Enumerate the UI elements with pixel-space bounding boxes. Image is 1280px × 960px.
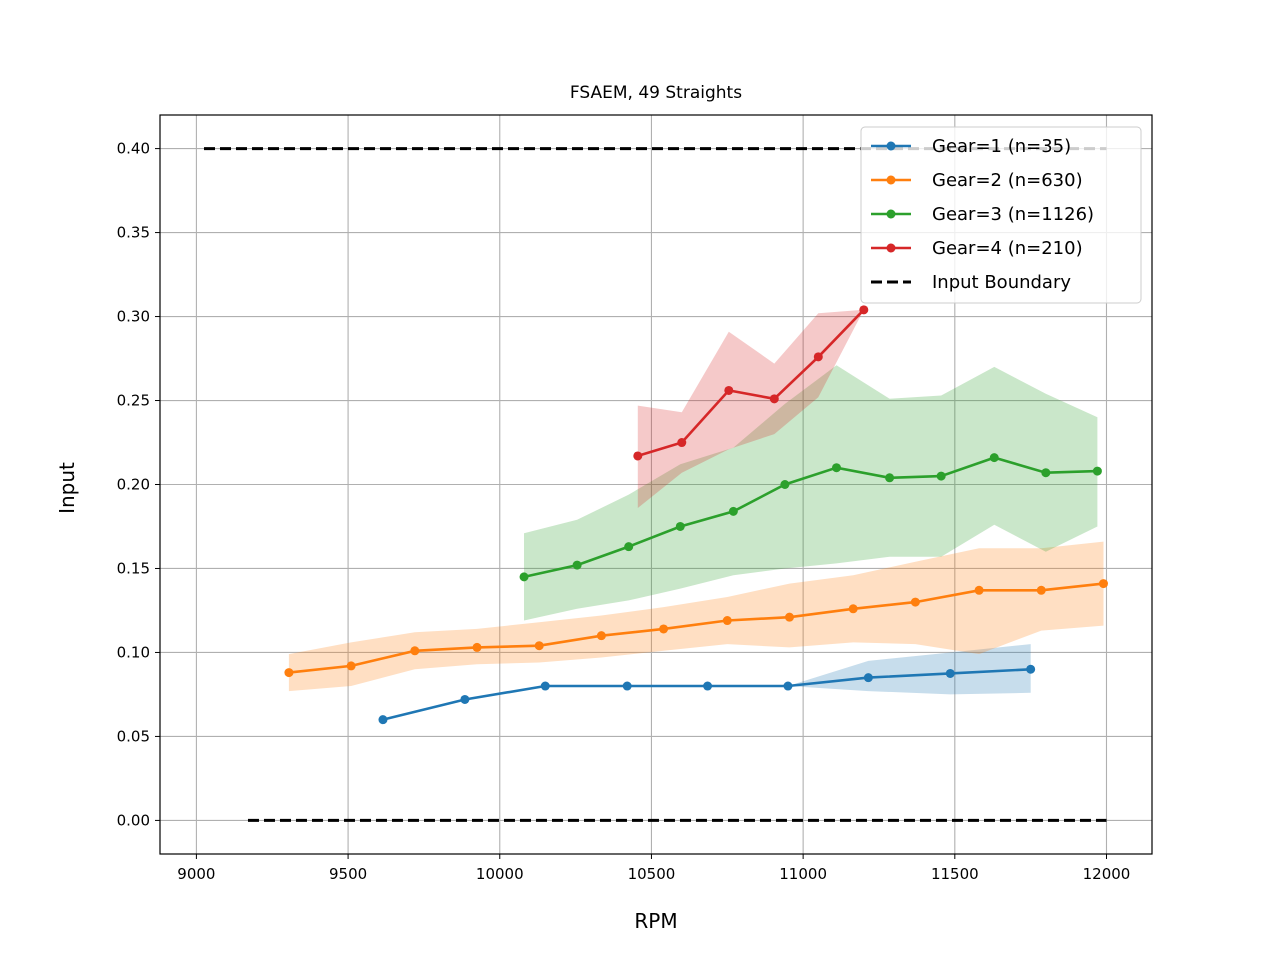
series-2-point	[534, 641, 544, 651]
series-4-point	[769, 394, 779, 404]
y-tick-label: 0.15	[117, 559, 150, 577]
y-axis-title: Input	[55, 462, 79, 514]
legend-box	[860, 126, 1142, 304]
series-2-point	[848, 604, 858, 614]
series-2-point	[410, 646, 420, 656]
series-3-point	[1092, 466, 1102, 476]
x-tick-label: 11500	[931, 865, 979, 883]
legend: Gear=1 (n=35) Gear=2 (n=630) Gear=3 (n=112…	[860, 126, 1142, 304]
x-tick-label: 10500	[628, 865, 676, 883]
legend-label: Gear=3 (n=1126)	[932, 204, 1094, 225]
series-4-point	[677, 438, 687, 448]
legend-label: Gear=1 (n=35)	[932, 136, 1071, 157]
series-2-point	[346, 661, 356, 671]
y-tick-label: 0.05	[117, 727, 150, 745]
y-tick-label: 0.25	[117, 392, 150, 410]
series-3-point	[780, 480, 790, 489]
x-tick-label: 9500	[329, 865, 367, 883]
series-2-band	[288, 541, 1104, 692]
series-3-point	[885, 473, 895, 483]
series-1-point	[622, 681, 632, 691]
y-tick-label: 0.40	[117, 140, 150, 158]
series-3-point	[624, 542, 634, 552]
series-2-point	[910, 597, 920, 607]
series-1-point	[540, 681, 550, 691]
series-1-point	[1026, 664, 1036, 674]
x-tick-label: 12000	[1083, 865, 1131, 883]
series-3-band	[524, 365, 1098, 621]
series-3-point	[675, 521, 685, 531]
series-3-point	[519, 572, 529, 582]
series-4-point	[813, 352, 823, 362]
series-2-point	[1098, 579, 1108, 589]
series-4-band	[637, 309, 864, 508]
series-2-point	[659, 624, 669, 634]
series-3-point	[1041, 468, 1051, 478]
series-4-point	[633, 451, 643, 461]
series-4-point	[724, 385, 734, 395]
chart-title: FSAEM, 49 Straights	[570, 83, 742, 103]
y-tick-label: 0.00	[117, 811, 150, 829]
legend-label: Input Boundary	[932, 272, 1071, 293]
x-axis-title: RPM	[634, 909, 677, 933]
series-3-point	[728, 506, 738, 516]
axis-ticks: 9000 9500 10000 10500 11000 11500 12000 0.00 0.0…	[117, 140, 1131, 883]
series-2-point	[1036, 585, 1046, 595]
y-tick-label: 0.10	[117, 643, 150, 661]
series-1-point	[378, 715, 388, 725]
series-2-point	[974, 585, 984, 595]
series-2-point	[472, 642, 482, 652]
series-1-point	[460, 694, 470, 704]
series-4-point	[859, 305, 869, 315]
y-tick-label: 0.30	[117, 308, 150, 326]
x-tick-label: 11000	[779, 865, 827, 883]
y-tick-label: 0.35	[117, 224, 150, 242]
series-2-point	[784, 612, 794, 622]
series-1-point	[783, 681, 793, 691]
series-3-point	[572, 560, 582, 570]
series-1-point	[945, 668, 955, 678]
legend-marker	[886, 141, 896, 151]
y-tick-label: 0.20	[117, 476, 150, 494]
x-tick-label: 10000	[476, 865, 524, 883]
legend-marker	[886, 209, 896, 219]
legend-marker	[886, 175, 896, 185]
series-3-point	[936, 471, 946, 481]
series-4-line	[637, 308, 865, 458]
confidence-bands	[288, 309, 1104, 720]
series-2-point	[722, 616, 732, 626]
series-3-point	[989, 453, 999, 463]
legend-label: Gear=2 (n=630)	[932, 170, 1083, 191]
series-2-point	[596, 631, 606, 641]
series-1-point	[703, 681, 713, 691]
legend-marker	[886, 243, 896, 253]
series-1-band	[383, 644, 1031, 720]
series-3-line	[523, 456, 1098, 579]
x-tick-label: 9000	[177, 865, 215, 883]
series-2-line	[288, 582, 1104, 674]
series-1-point	[863, 673, 873, 683]
series-3-point	[832, 463, 842, 473]
series-2-point	[284, 668, 294, 678]
legend-label: Gear=4 (n=210)	[932, 238, 1083, 259]
